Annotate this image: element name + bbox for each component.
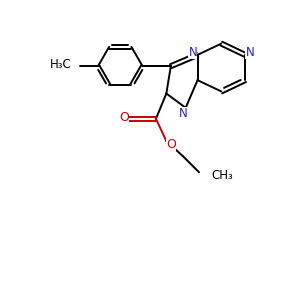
Text: O: O [167,138,176,151]
Text: CH₃: CH₃ [211,169,233,182]
Text: N: N [188,46,197,59]
Text: N: N [179,107,188,120]
Text: H₃C: H₃C [50,58,71,70]
Text: O: O [119,111,129,124]
Text: N: N [245,46,254,59]
